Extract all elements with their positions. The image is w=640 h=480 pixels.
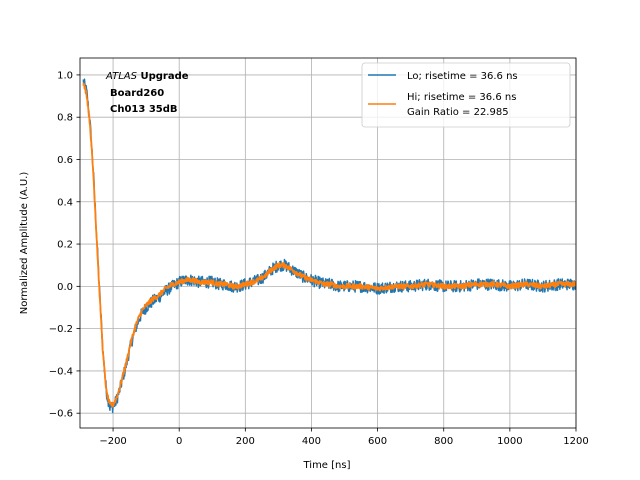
- x-tick-label: −200: [99, 436, 126, 447]
- legend-label-lo: Lo; risetime = 36.6 ns: [407, 71, 518, 82]
- ticks: −200 0 200 400 600 800 1000 1200 −0.6 −0.4 −0.2 0.0…: [49, 70, 589, 447]
- annotation-upgrade: Upgrade: [140, 71, 188, 82]
- axes-frame: [79, 57, 577, 429]
- x-tick-label: 200: [236, 436, 255, 447]
- series-group: [82, 78, 576, 414]
- y-tick-label: 0.4: [57, 197, 73, 208]
- y-tick-label: −0.2: [49, 324, 73, 335]
- x-tick-label: 800: [434, 436, 453, 447]
- x-tick-label: 0: [176, 436, 182, 447]
- y-axis-label: Normalized Amplitude (A.U.): [19, 172, 30, 315]
- y-tick-label: 1.0: [57, 70, 73, 81]
- annotation-line-2: Board260: [110, 88, 164, 99]
- legend: Lo; risetime = 36.6 ns Hi; risetime = 36…: [361, 62, 571, 128]
- legend-label-hi-line-2: Gain Ratio = 22.985: [407, 107, 509, 118]
- series-line-hi: [82, 82, 576, 408]
- annotation-line-1: ATLAS Upgrade: [105, 71, 189, 82]
- y-tick-label: 0.6: [57, 155, 73, 166]
- y-tick-label: 0.2: [57, 240, 73, 251]
- legend-box: [361, 62, 571, 128]
- legend-label-hi: Hi; risetime = 36.6 ns Gain Ratio = 22.9…: [407, 92, 520, 118]
- x-axis-label: Time [ns]: [302, 460, 350, 471]
- y-tick-label: 0.8: [57, 113, 73, 124]
- annotation-block: ATLAS Upgrade Board260 Ch013 35dB: [105, 71, 189, 115]
- x-tick-label: 600: [368, 436, 387, 447]
- annotation-line-3: Ch013 35dB: [110, 104, 178, 115]
- x-tick-label: 1000: [497, 436, 522, 447]
- y-tick-label: −0.4: [49, 366, 73, 377]
- annotation-atlas: ATLAS: [105, 71, 138, 82]
- y-tick-label: −0.6: [49, 409, 73, 420]
- x-tick-label: 1200: [563, 436, 588, 447]
- y-tick-label: 0.0: [57, 282, 73, 293]
- x-tick-label: 400: [302, 436, 321, 447]
- legend-label-hi-line-1: Hi; risetime = 36.6 ns: [407, 92, 516, 103]
